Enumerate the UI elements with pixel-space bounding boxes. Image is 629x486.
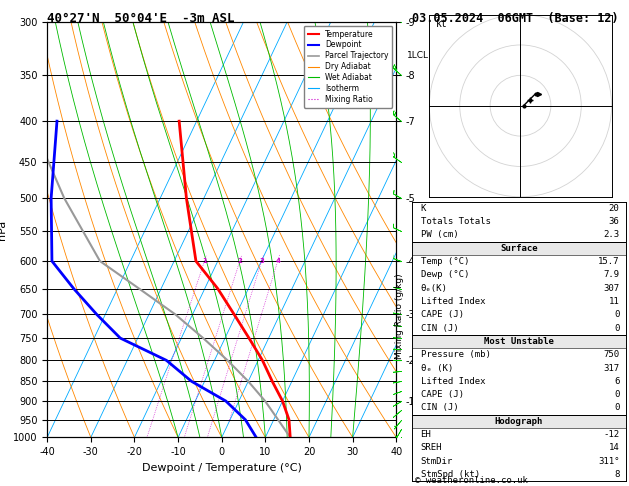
Text: 14: 14	[609, 443, 620, 452]
Bar	[412, 242, 626, 255]
Text: Dewp (°C): Dewp (°C)	[421, 270, 469, 279]
Text: 0: 0	[614, 310, 620, 319]
Text: EH: EH	[421, 430, 431, 439]
Text: 750: 750	[603, 350, 620, 359]
Text: -12: -12	[603, 430, 620, 439]
Text: 6: 6	[614, 377, 620, 386]
Text: 311°: 311°	[598, 457, 620, 466]
Text: 0: 0	[614, 390, 620, 399]
Text: Pressure (mb): Pressure (mb)	[421, 350, 491, 359]
Text: 15.7: 15.7	[598, 257, 620, 266]
Text: 2.3: 2.3	[603, 230, 620, 240]
Text: CIN (J): CIN (J)	[421, 403, 458, 413]
Bar	[412, 335, 626, 348]
Text: 8: 8	[614, 470, 620, 479]
Text: Totals Totals: Totals Totals	[421, 217, 491, 226]
Text: CIN (J): CIN (J)	[421, 324, 458, 332]
Text: Mixing Ratio (g/kg): Mixing Ratio (g/kg)	[395, 273, 404, 359]
Text: 36: 36	[609, 217, 620, 226]
Text: StmSpd (kt): StmSpd (kt)	[421, 470, 480, 479]
Y-axis label: hPa: hPa	[0, 220, 8, 240]
Legend: Temperature, Dewpoint, Parcel Trajectory, Dry Adiabat, Wet Adiabat, Isotherm, Mi: Temperature, Dewpoint, Parcel Trajectory…	[304, 26, 392, 108]
Text: © weatheronline.co.uk: © weatheronline.co.uk	[415, 476, 528, 485]
Text: CAPE (J): CAPE (J)	[421, 310, 464, 319]
Text: PW (cm): PW (cm)	[421, 230, 458, 240]
Text: Lifted Index: Lifted Index	[421, 377, 485, 386]
Text: θₑ(K): θₑ(K)	[421, 284, 447, 293]
Text: StmDir: StmDir	[421, 457, 453, 466]
Text: Lifted Index: Lifted Index	[421, 297, 485, 306]
Text: 0: 0	[614, 403, 620, 413]
Text: Surface: Surface	[500, 244, 538, 253]
Bar	[412, 415, 626, 428]
Text: 20: 20	[609, 204, 620, 213]
Text: 11: 11	[609, 297, 620, 306]
Y-axis label: km
ASL: km ASL	[418, 221, 440, 239]
Text: 40°27'N  50°04'E  -3m ASL: 40°27'N 50°04'E -3m ASL	[47, 12, 235, 25]
Text: kt: kt	[435, 19, 447, 29]
Text: 2: 2	[237, 258, 242, 264]
Text: 1: 1	[202, 258, 207, 264]
Text: CAPE (J): CAPE (J)	[421, 390, 464, 399]
Text: 307: 307	[603, 284, 620, 293]
Text: 03.05.2024  06GMT  (Base: 12): 03.05.2024 06GMT (Base: 12)	[412, 12, 618, 25]
X-axis label: Dewpoint / Temperature (°C): Dewpoint / Temperature (°C)	[142, 463, 302, 473]
Text: 3: 3	[259, 258, 264, 264]
Text: Hodograph: Hodograph	[495, 417, 543, 426]
Text: K: K	[421, 204, 426, 213]
Text: 0: 0	[614, 324, 620, 332]
Text: θₑ (K): θₑ (K)	[421, 364, 453, 373]
Text: Temp (°C): Temp (°C)	[421, 257, 469, 266]
Text: Most Unstable: Most Unstable	[484, 337, 554, 346]
Text: 7.9: 7.9	[603, 270, 620, 279]
Text: 1LCL: 1LCL	[407, 51, 429, 60]
Text: 317: 317	[603, 364, 620, 373]
Text: SREH: SREH	[421, 443, 442, 452]
Text: 4: 4	[276, 258, 280, 264]
